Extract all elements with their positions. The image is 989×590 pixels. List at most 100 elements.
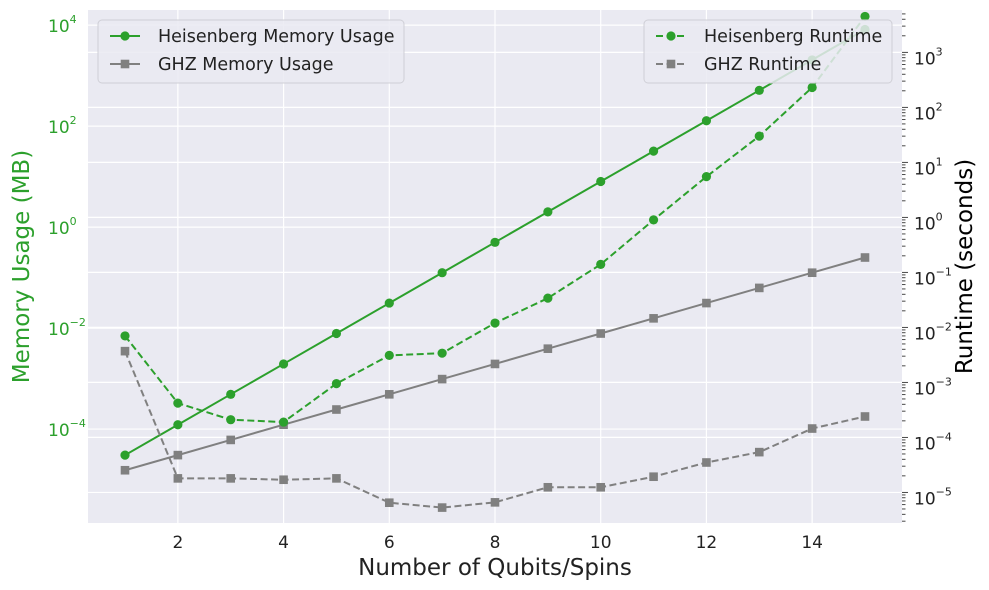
data-point (649, 314, 658, 323)
data-point (807, 268, 817, 278)
tick-exponent: 1 (936, 155, 943, 168)
y-left-tick-label: 10−2 (48, 316, 86, 340)
tick-exponent: 2 (936, 100, 943, 113)
data-point (860, 11, 870, 22)
y-right-axis-title: Runtime (seconds) (952, 159, 978, 374)
data-point (120, 331, 130, 341)
x-tick-label: 12 (696, 533, 718, 553)
legend-top-right: Heisenberg Runtime GHZ Runtime (643, 19, 893, 84)
y-right-minor-ticks (902, 13, 908, 522)
y-left-axis-title: Memory Usage (MB) (9, 150, 35, 383)
data-point (701, 172, 712, 182)
tick-exponent: −1 (936, 265, 952, 278)
x-tick-label: 14 (801, 533, 823, 553)
data-point (120, 450, 130, 460)
y-right-tick-label: 10−1 (914, 265, 952, 289)
tick-exponent: 0 (936, 210, 943, 223)
tick-exponent: 3 (936, 45, 943, 58)
data-point (120, 465, 130, 475)
x-tick-label: 4 (278, 533, 289, 553)
data-point (754, 131, 764, 141)
data-point (173, 398, 183, 408)
series-heisenberg-runtime (120, 11, 870, 427)
data-point (648, 215, 659, 225)
data-point (437, 348, 447, 358)
legend-label: Heisenberg Memory Usage (158, 27, 394, 47)
tick-exponent: −2 (70, 316, 86, 329)
data-point (226, 389, 236, 399)
x-tick-labels: 2 4 6 8 10 12 14 (172, 533, 823, 553)
data-point (173, 450, 183, 460)
legend-item: Heisenberg Runtime (656, 27, 882, 47)
y-right-tick-label: 102 (914, 100, 943, 124)
data-point (754, 447, 764, 457)
legend-label: GHZ Runtime (704, 55, 821, 75)
data-point (860, 412, 870, 421)
y-right-tick-label: 101 (914, 155, 943, 179)
tick-exponent: 4 (70, 13, 77, 26)
x-axis-title: Number of Qubits/Spins (358, 555, 632, 581)
data-point (437, 503, 447, 512)
data-point (807, 424, 817, 433)
data-point (279, 475, 288, 485)
data-point (226, 474, 236, 483)
data-point (701, 116, 712, 126)
data-point (331, 328, 342, 339)
legend-label: Heisenberg Runtime (704, 27, 882, 47)
data-point (543, 482, 553, 492)
legend-label: GHZ Memory Usage (158, 55, 334, 75)
x-tick-label: 6 (384, 533, 395, 553)
legend-box (97, 19, 405, 84)
x-tick-label: 10 (590, 533, 612, 553)
data-point (384, 498, 394, 508)
data-point (596, 259, 606, 269)
legend-item: GHZ Runtime (656, 55, 821, 75)
y-left-tick-label: 10−4 (48, 417, 86, 441)
y-right-tick-label: 10−5 (914, 485, 952, 509)
data-point (226, 435, 236, 445)
x-tick-label: 8 (490, 533, 501, 553)
data-point (120, 346, 130, 356)
y-left-tick-labels: 10−4 10−2 100 102 104 (48, 13, 86, 441)
data-point (649, 472, 658, 482)
legend-box (643, 19, 893, 84)
legend-marker (120, 59, 130, 69)
y-right-tick-label: 100 (914, 210, 943, 234)
data-point (278, 417, 289, 427)
legend-item: Heisenberg Memory Usage (110, 27, 394, 47)
y-right-tick-label: 103 (914, 45, 943, 69)
series-group (120, 11, 870, 512)
legend-marker (120, 31, 130, 41)
data-point (226, 415, 236, 425)
tick-exponent: −4 (936, 430, 952, 443)
data-point (543, 207, 553, 217)
y-left-tick-label: 100 (48, 215, 77, 239)
data-point (384, 350, 394, 360)
y-right-tick-label: 10−2 (914, 320, 952, 344)
data-point (807, 82, 817, 93)
data-point (490, 237, 500, 247)
data-point (332, 405, 341, 414)
legend-item: GHZ Memory Usage (110, 55, 334, 75)
tick-exponent: −2 (936, 320, 952, 333)
data-point (754, 85, 764, 95)
data-point (860, 253, 870, 262)
data-point (596, 329, 606, 338)
data-point (331, 379, 342, 389)
data-point (437, 374, 447, 384)
legend-marker (666, 59, 676, 69)
data-point (490, 318, 500, 328)
data-point (490, 498, 500, 507)
data-point (702, 298, 711, 308)
series-ghz-memory-usage (120, 253, 870, 475)
data-point (173, 420, 183, 430)
data-point (384, 390, 394, 399)
tick-exponent: −5 (936, 485, 952, 498)
data-point (278, 359, 289, 369)
y-left-tick-label: 102 (48, 114, 77, 138)
data-point (702, 458, 711, 467)
legend-marker (666, 31, 676, 41)
data-point (173, 474, 183, 483)
